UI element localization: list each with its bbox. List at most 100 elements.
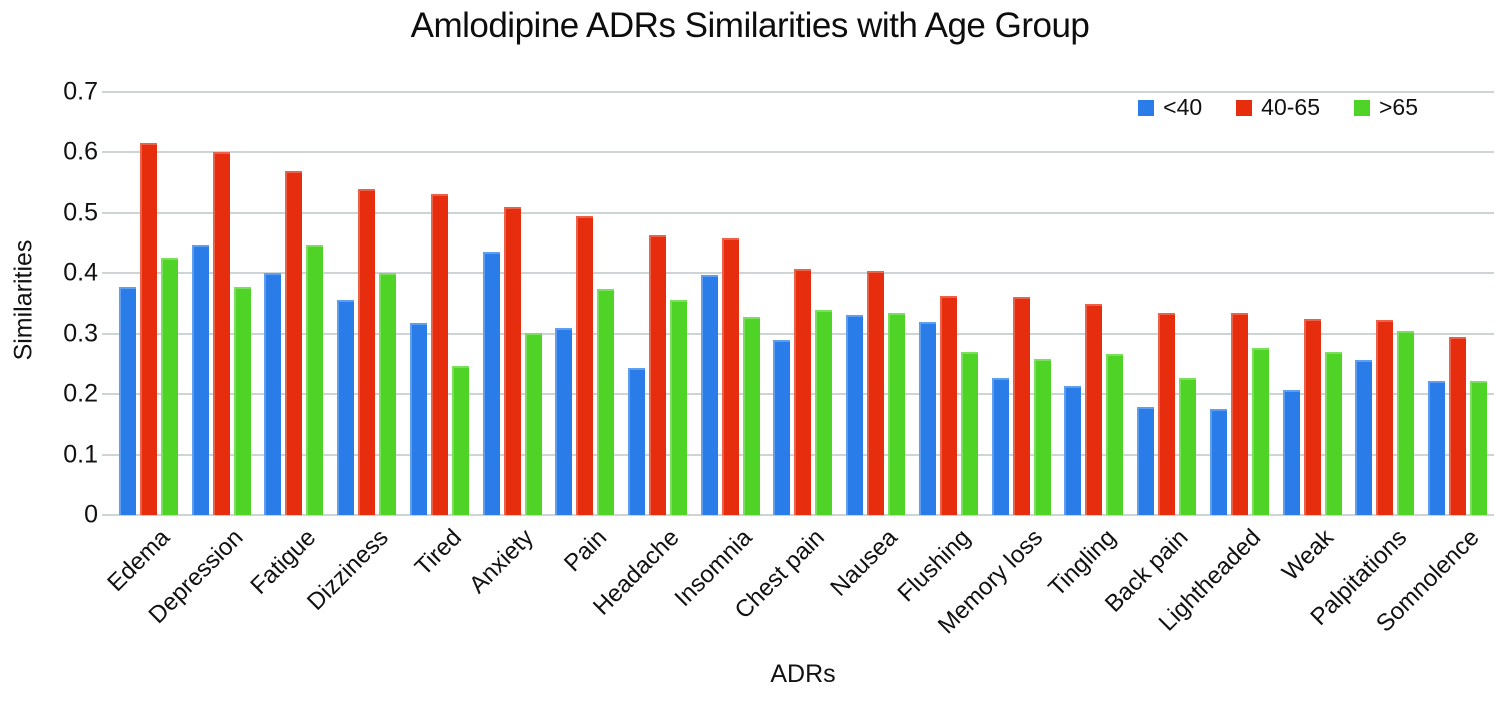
bar-group: [1421, 92, 1494, 515]
bar-series-2: [1106, 354, 1124, 515]
gridline: [102, 151, 1494, 154]
bar-series-1: [576, 216, 594, 515]
bar-group: [985, 92, 1058, 515]
bar-series-2: [451, 366, 469, 515]
bar-group: [403, 92, 476, 515]
bar-series-0: [409, 322, 427, 515]
legend-swatch-icon: [1353, 99, 1370, 116]
x-tick-label: Nausea: [825, 524, 903, 602]
x-tick-label: Pain: [558, 524, 612, 578]
y-tick-label: 0.6: [63, 137, 98, 166]
bar-series-1: [867, 270, 885, 515]
x-axis-title: ADRs: [770, 660, 836, 688]
bar-series-1: [649, 235, 667, 515]
bar-series-2: [888, 313, 906, 515]
legend: <40 40-65 >65: [1138, 94, 1418, 121]
bar-series-0: [482, 251, 500, 515]
bar-group: [621, 92, 694, 515]
bar-series-1: [1376, 319, 1394, 515]
bar-group: [839, 92, 912, 515]
bar-series-2: [306, 244, 324, 515]
bar-series-2: [1324, 352, 1342, 515]
bar-series-0: [628, 368, 646, 515]
legend-label: <40: [1163, 94, 1203, 120]
bar-series-0: [337, 300, 355, 515]
bar-group: [912, 92, 985, 515]
y-axis-tick-labels: 0.7 0.6 0.5 0.4 0.3 0.2 0.1 0: [0, 78, 98, 529]
bar-series-2: [960, 352, 978, 515]
x-axis-tick-labels: Edema Depression Fatigue Dizziness Tired Anxi…: [103, 524, 1494, 664]
legend-item: >65: [1353, 94, 1418, 121]
bar-series-2: [1470, 381, 1488, 515]
bar-series-1: [721, 238, 739, 515]
bar-series-1: [1012, 297, 1030, 515]
bar-series-1: [794, 269, 812, 515]
bar-series-0: [555, 327, 573, 515]
legend-label: 40-65: [1261, 94, 1320, 120]
bar-group: [767, 92, 840, 515]
bar-series-1: [1230, 313, 1248, 515]
bar-series-1: [1449, 336, 1467, 515]
bar-series-2: [815, 310, 833, 515]
y-tick-label: 0: [84, 500, 98, 529]
bar-series-0: [1355, 360, 1373, 515]
bar-group: [476, 92, 549, 515]
plot-area: <40 40-65 >65: [102, 91, 1494, 516]
legend-item: 40-65: [1236, 94, 1320, 121]
y-tick-label: 0.4: [63, 258, 98, 287]
y-tick-label: 0.3: [63, 319, 98, 348]
gridline: [102, 91, 1494, 93]
x-tick-label: Tired: [409, 524, 467, 582]
bar-group: [1276, 92, 1349, 515]
bar-series-1: [139, 143, 157, 515]
bar-series-1: [1085, 303, 1103, 515]
bar-series-2: [742, 316, 760, 515]
bar-series-0: [991, 377, 1009, 515]
bar-group: [694, 92, 767, 515]
legend-label: >65: [1378, 94, 1418, 120]
y-tick-label: 0.7: [63, 77, 98, 106]
bar-series-1: [1303, 318, 1321, 515]
bar-group: [1349, 92, 1422, 515]
bar-series-0: [1064, 385, 1082, 515]
bar-series-0: [1209, 409, 1227, 515]
bar-series-0: [1137, 407, 1155, 515]
bar-series-1: [358, 188, 376, 515]
bar-series-1: [285, 170, 303, 515]
bar-series-1: [1158, 313, 1176, 515]
bar-series-2: [524, 333, 542, 515]
chart-title: Amlodipine ADRs Similarities with Age Gr…: [410, 6, 1090, 45]
y-tick-label: 0.1: [63, 440, 98, 469]
bar-group: [548, 92, 621, 515]
bar-series-1: [503, 207, 521, 515]
bar-series-1: [212, 152, 230, 515]
y-tick-label: 0.5: [63, 198, 98, 227]
bar-series-0: [918, 321, 936, 515]
legend-swatch-icon: [1236, 99, 1253, 116]
bar-series-1: [430, 193, 448, 515]
bar-group: [185, 92, 258, 515]
bar-series-0: [773, 339, 791, 515]
bar-series-2: [160, 258, 178, 515]
bar-series-0: [264, 273, 282, 515]
bar-group: [330, 92, 403, 515]
gridline: [102, 514, 1494, 516]
bar-group: [257, 92, 330, 515]
bar-series-2: [670, 300, 688, 515]
bar-series-2: [233, 286, 251, 515]
bar-series-2: [1251, 347, 1269, 515]
bar-series-1: [939, 295, 957, 515]
bar-group: [1058, 92, 1131, 515]
bar-series-2: [1179, 377, 1197, 515]
bar-series-2: [379, 273, 397, 515]
bar-series-0: [191, 244, 209, 515]
bar-group: [112, 92, 185, 515]
bar-series-0: [1282, 389, 1300, 515]
legend-swatch-icon: [1138, 99, 1155, 116]
x-tick-label: Weak: [1277, 524, 1340, 587]
bar-group: [1203, 92, 1276, 515]
bar-series-0: [118, 286, 136, 515]
legend-item: <40: [1138, 94, 1202, 121]
bar-series-0: [1428, 380, 1446, 515]
